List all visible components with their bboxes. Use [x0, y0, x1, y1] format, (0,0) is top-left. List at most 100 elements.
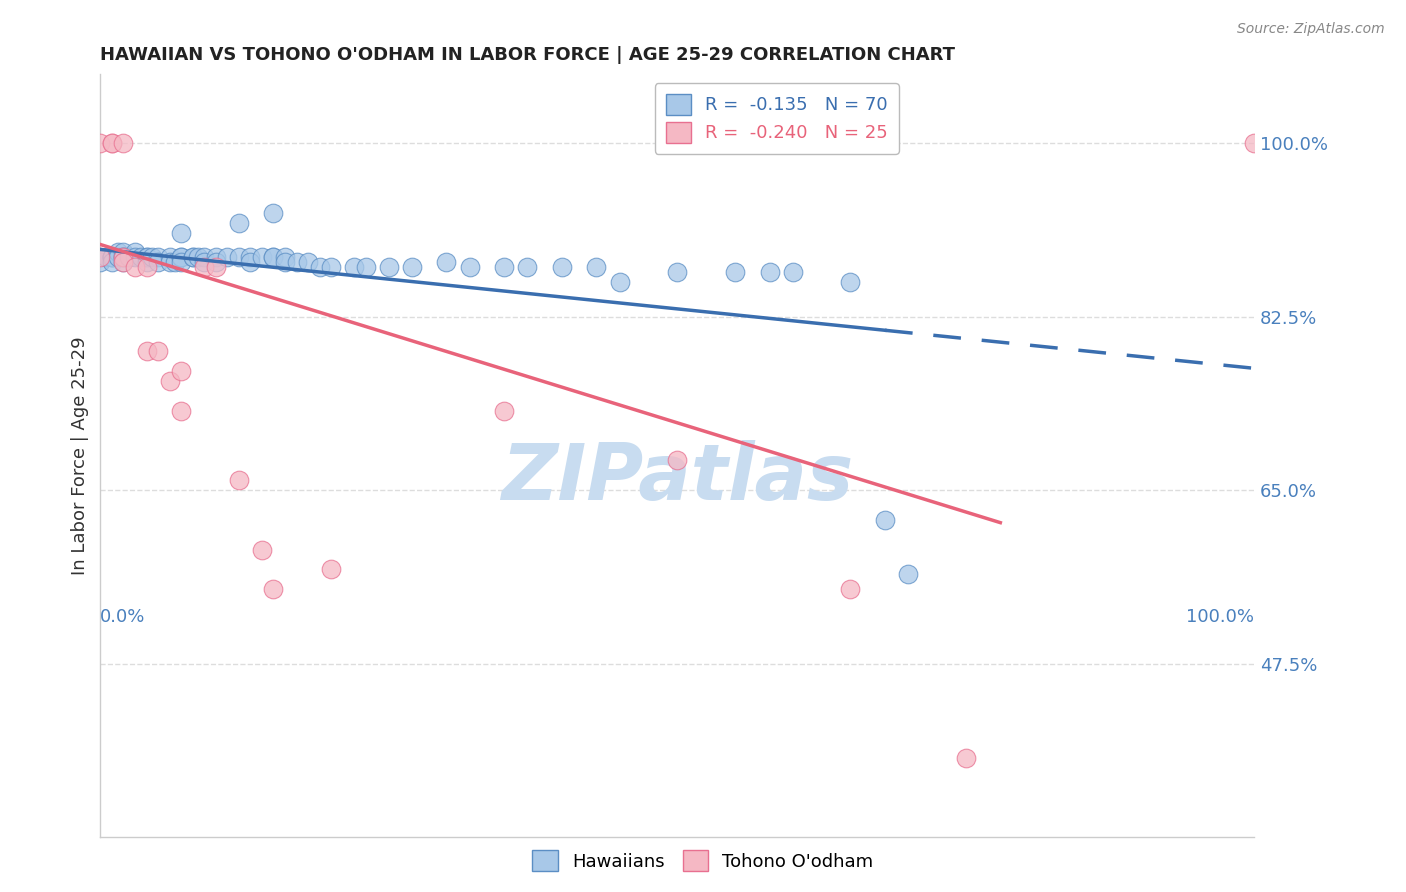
Point [873, 513, 896, 527]
Point [135, 251, 157, 265]
Point [494, 404, 516, 418]
Point [609, 275, 631, 289]
Point [724, 265, 747, 279]
Point [181, 251, 204, 265]
Point [193, 251, 215, 265]
Point [135, 251, 157, 265]
Point [262, 251, 284, 265]
Point [297, 255, 319, 269]
Point [321, 562, 343, 576]
Text: Source: ZipAtlas.com: Source: ZipAtlas.com [1237, 22, 1385, 37]
Point [516, 260, 538, 275]
Point [112, 251, 135, 265]
Point [187, 251, 209, 265]
Point [112, 251, 135, 265]
Point [89, 251, 111, 265]
Point [101, 251, 124, 265]
Point [181, 251, 204, 265]
Point [112, 251, 135, 265]
Point [135, 260, 157, 275]
Point [494, 260, 516, 275]
Point [193, 260, 215, 275]
Point [159, 255, 181, 269]
Point [239, 255, 262, 269]
Point [839, 275, 862, 289]
Point [129, 251, 152, 265]
Point [124, 260, 146, 275]
Point [262, 251, 284, 265]
Point [170, 226, 193, 240]
Point [170, 404, 193, 418]
Point [94, 251, 117, 265]
Point [146, 344, 169, 359]
Point [321, 260, 343, 275]
Point [666, 265, 689, 279]
Point [118, 251, 141, 265]
Point [165, 255, 187, 269]
Point [378, 260, 401, 275]
Point [897, 567, 920, 582]
Point [228, 216, 250, 230]
Point [436, 255, 458, 269]
Point [401, 260, 423, 275]
Point [239, 251, 262, 265]
Point [782, 265, 804, 279]
Point [262, 206, 284, 220]
Point [124, 251, 146, 265]
Point [262, 582, 284, 597]
Point [666, 453, 689, 467]
Point [228, 251, 250, 265]
Point [159, 374, 181, 388]
Point [146, 255, 169, 269]
Point [193, 255, 215, 269]
Point [839, 582, 862, 597]
Point [112, 255, 135, 269]
Point [204, 255, 226, 269]
Point [112, 255, 135, 269]
Point [250, 251, 273, 265]
Point [354, 260, 377, 275]
Point [159, 251, 181, 265]
Point [204, 260, 226, 275]
Point [308, 260, 330, 275]
Point [758, 265, 780, 279]
Point [250, 542, 273, 557]
Y-axis label: In Labor Force | Age 25-29: In Labor Force | Age 25-29 [72, 336, 89, 574]
Point [170, 251, 193, 265]
Point [124, 245, 146, 260]
Point [274, 251, 297, 265]
Point [146, 251, 169, 265]
Point [551, 260, 574, 275]
Legend: Hawaiians, Tohono O'odham: Hawaiians, Tohono O'odham [526, 843, 880, 879]
Point [101, 136, 124, 151]
Point [228, 473, 250, 487]
Point [101, 251, 124, 265]
Text: 0.0%: 0.0% [100, 608, 146, 626]
Point [170, 251, 193, 265]
Point [1243, 136, 1265, 151]
Point [112, 136, 135, 151]
Point [343, 260, 366, 275]
Point [458, 260, 481, 275]
Point [135, 344, 157, 359]
Point [955, 750, 977, 764]
Text: 100.0%: 100.0% [1187, 608, 1254, 626]
Text: HAWAIIAN VS TOHONO O'ODHAM IN LABOR FORCE | AGE 25-29 CORRELATION CHART: HAWAIIAN VS TOHONO O'ODHAM IN LABOR FORC… [100, 46, 955, 64]
Legend: R =  -0.135   N = 70, R =  -0.240   N = 25: R = -0.135 N = 70, R = -0.240 N = 25 [655, 83, 898, 153]
Point [217, 251, 239, 265]
Point [170, 255, 193, 269]
Point [101, 136, 124, 151]
Point [204, 251, 226, 265]
Point [101, 255, 124, 269]
Point [135, 255, 157, 269]
Text: ZIPatlas: ZIPatlas [501, 441, 853, 516]
Point [112, 245, 135, 260]
Point [89, 255, 111, 269]
Point [107, 245, 129, 260]
Point [170, 364, 193, 378]
Point [107, 251, 129, 265]
Point [141, 251, 163, 265]
Point [89, 136, 111, 151]
Point [585, 260, 607, 275]
Point [274, 255, 297, 269]
